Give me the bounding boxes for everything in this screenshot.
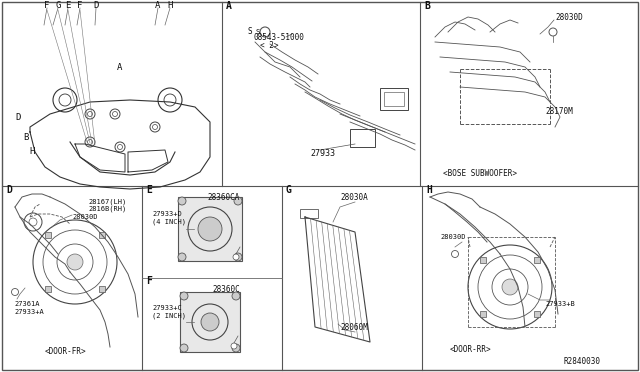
- Circle shape: [451, 250, 458, 257]
- Text: 28060M: 28060M: [340, 323, 368, 331]
- Circle shape: [178, 197, 186, 205]
- Bar: [384, 92, 404, 106]
- Text: 28030D: 28030D: [555, 13, 583, 22]
- Text: S: S: [248, 28, 253, 36]
- Text: <DOOR-FR>: <DOOR-FR>: [44, 347, 86, 356]
- Text: D: D: [6, 185, 12, 195]
- Text: H: H: [29, 148, 35, 157]
- Circle shape: [234, 253, 242, 261]
- Text: H: H: [167, 0, 173, 10]
- Text: E: E: [146, 185, 152, 195]
- Text: <BOSE SUBWOOFER>: <BOSE SUBWOOFER>: [443, 170, 517, 179]
- Bar: [480, 257, 486, 263]
- Circle shape: [231, 343, 237, 349]
- Text: B: B: [424, 1, 430, 11]
- Text: R2840030: R2840030: [563, 357, 600, 366]
- Circle shape: [232, 292, 240, 300]
- Bar: [178, 197, 242, 261]
- Text: (4 INCH): (4 INCH): [152, 219, 186, 225]
- Text: (2 INCH): (2 INCH): [152, 313, 186, 319]
- Text: < 2>: < 2>: [260, 42, 278, 51]
- Text: 27933+D: 27933+D: [152, 211, 182, 217]
- Text: 28167(LH): 28167(LH): [88, 199, 126, 205]
- Text: S: S: [256, 29, 260, 35]
- Text: 28030D: 28030D: [72, 214, 97, 220]
- Circle shape: [201, 313, 219, 331]
- Bar: [99, 286, 105, 292]
- Text: 27933: 27933: [310, 150, 335, 158]
- Text: A: A: [117, 62, 123, 71]
- Text: 28030D: 28030D: [440, 234, 465, 240]
- Text: B: B: [23, 132, 29, 141]
- Text: 27933+A: 27933+A: [14, 309, 44, 315]
- Text: 27933+B: 27933+B: [545, 301, 575, 307]
- Bar: [534, 257, 540, 263]
- Circle shape: [178, 253, 186, 261]
- Bar: [534, 311, 540, 317]
- Bar: [480, 311, 486, 317]
- Text: E: E: [65, 0, 70, 10]
- Bar: [180, 292, 240, 352]
- Text: G: G: [55, 0, 61, 10]
- Text: A: A: [156, 0, 161, 10]
- Circle shape: [67, 254, 83, 270]
- Bar: [350, 129, 375, 147]
- Bar: [300, 209, 318, 218]
- Circle shape: [232, 344, 240, 352]
- Circle shape: [260, 27, 270, 37]
- Circle shape: [180, 344, 188, 352]
- Circle shape: [502, 279, 518, 295]
- Bar: [45, 286, 51, 292]
- Bar: [45, 232, 51, 238]
- Text: F: F: [77, 0, 83, 10]
- Text: 28360CA: 28360CA: [207, 192, 240, 202]
- Bar: [99, 232, 105, 238]
- Text: 28360C: 28360C: [212, 285, 240, 294]
- Bar: [380, 88, 408, 110]
- Circle shape: [233, 254, 239, 260]
- Text: D: D: [93, 0, 99, 10]
- Text: 27361A: 27361A: [14, 301, 40, 307]
- Text: <DOOR-RR>: <DOOR-RR>: [449, 346, 491, 355]
- Text: A: A: [226, 1, 232, 11]
- Text: D: D: [15, 112, 20, 122]
- Text: 08543-51000: 08543-51000: [254, 32, 305, 42]
- Text: G: G: [286, 185, 292, 195]
- Text: F: F: [146, 276, 152, 286]
- Circle shape: [180, 292, 188, 300]
- Text: 27933+C: 27933+C: [152, 305, 182, 311]
- Text: 2816B(RH): 2816B(RH): [88, 206, 126, 212]
- Text: 28030A: 28030A: [340, 192, 368, 202]
- Circle shape: [12, 289, 19, 295]
- Circle shape: [234, 197, 242, 205]
- Circle shape: [198, 217, 222, 241]
- Text: F: F: [44, 0, 50, 10]
- Circle shape: [549, 28, 557, 36]
- Text: 28170M: 28170M: [545, 108, 573, 116]
- Text: H: H: [426, 185, 432, 195]
